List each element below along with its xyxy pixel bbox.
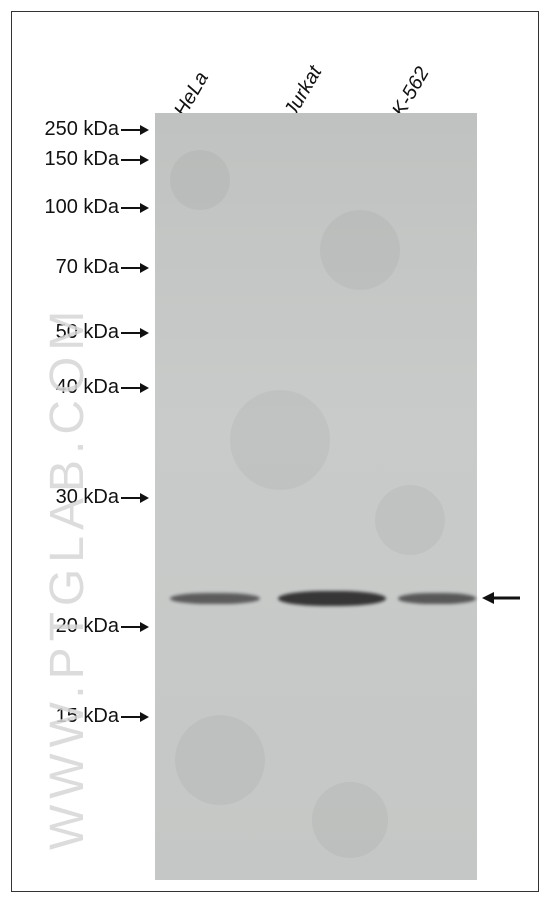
mw-marker: 70 kDa xyxy=(0,256,149,279)
target-band-arrow-icon xyxy=(482,588,522,613)
western-blot-figure: HeLaJurkatK-562 250 kDa150 kDa100 kDa70 … xyxy=(0,0,550,903)
mw-marker-label: 250 kDa xyxy=(45,118,120,140)
arrow-right-icon xyxy=(121,326,149,340)
arrow-right-icon xyxy=(121,491,149,505)
protein-band xyxy=(170,593,260,604)
mw-marker-label: 70 kDa xyxy=(56,256,119,278)
mw-marker: 250 kDa xyxy=(0,118,149,141)
watermark-text: WWW.PTGLAB.COM xyxy=(40,305,95,850)
arrow-right-icon xyxy=(121,123,149,137)
arrow-right-icon xyxy=(121,710,149,724)
arrow-right-icon xyxy=(121,620,149,634)
protein-band xyxy=(278,591,386,606)
arrow-right-icon xyxy=(121,201,149,215)
arrow-right-icon xyxy=(121,261,149,275)
arrow-right-icon xyxy=(121,381,149,395)
arrow-right-icon xyxy=(121,153,149,167)
mw-marker: 100 kDa xyxy=(0,196,149,219)
mw-marker-label: 100 kDa xyxy=(45,196,120,218)
protein-band xyxy=(398,593,476,604)
mw-marker-label: 150 kDa xyxy=(45,148,120,170)
blot-membrane xyxy=(155,113,477,880)
mw-marker: 150 kDa xyxy=(0,148,149,171)
